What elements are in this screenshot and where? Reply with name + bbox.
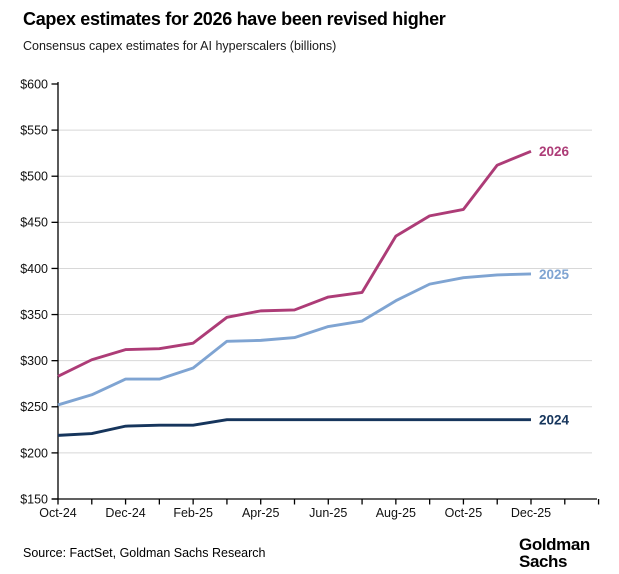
x-tick-label-Dec-24: Dec-24 — [105, 506, 145, 520]
series-label-2026: 2026 — [539, 144, 570, 159]
y-tick-label-250: $250 — [20, 400, 48, 414]
x-tick-label-Dec-25: Dec-25 — [511, 506, 551, 520]
logo-line-2: Sachs — [519, 552, 568, 571]
x-tick-label-Apr-25: Apr-25 — [242, 506, 280, 520]
y-tick-label-300: $300 — [20, 354, 48, 368]
y-tick-label-350: $350 — [20, 308, 48, 322]
x-tick-label-Feb-25: Feb-25 — [173, 506, 213, 520]
chart-subtitle: Consensus capex estimates for AI hypersc… — [23, 39, 337, 53]
x-tick-label-Oct-24: Oct-24 — [39, 506, 77, 520]
chart-title: Capex estimates for 2026 have been revis… — [23, 9, 446, 29]
series-line-2025 — [57, 272, 532, 407]
series-label-2025: 2025 — [539, 267, 570, 282]
logo-line-1: Goldman — [519, 535, 590, 554]
y-tick-label-400: $400 — [20, 262, 48, 276]
x-tick-label-Jun-25: Jun-25 — [309, 506, 347, 520]
y-tick-label-150: $150 — [20, 492, 48, 506]
x-tick-label-Aug-25: Aug-25 — [376, 506, 416, 520]
y-tick-label-500: $500 — [20, 170, 48, 184]
y-tick-label-450: $450 — [20, 216, 48, 230]
x-tick-label-Oct-25: Oct-25 — [445, 506, 483, 520]
y-tick-label-600: $600 — [20, 77, 48, 91]
y-tick-label-550: $550 — [20, 124, 48, 138]
series-label-2024: 2024 — [539, 412, 570, 427]
series-line-2024 — [57, 418, 531, 437]
y-tick-label-200: $200 — [20, 446, 48, 460]
goldman-sachs-logo: Goldman Sachs — [519, 536, 590, 570]
source-note: Source: FactSet, Goldman Sachs Research — [23, 546, 266, 560]
series-line-2026 — [57, 149, 532, 378]
